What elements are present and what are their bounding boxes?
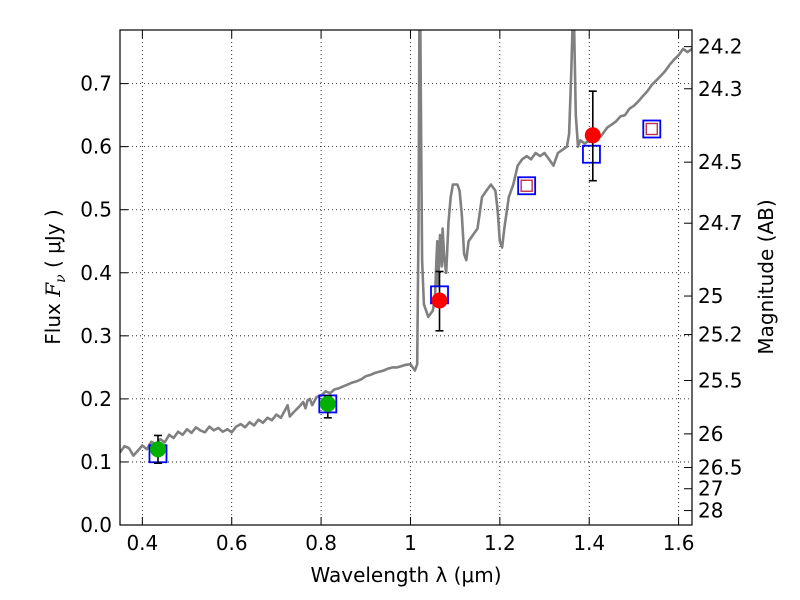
plot-area	[120, 30, 692, 525]
y2-tick-label: 26.5	[698, 455, 743, 479]
y2-tick-label: 27	[698, 477, 723, 501]
y2-tick-label: 26	[698, 422, 723, 446]
observed-flux-point	[149, 441, 166, 458]
marker-layer	[148, 90, 662, 465]
y-tick-label: 0.2	[80, 387, 112, 411]
plot-frame	[119, 29, 693, 526]
observed-flux-point	[431, 292, 448, 309]
y2-tick-label: 24.3	[698, 77, 743, 101]
x-tick-label: 0.6	[216, 531, 248, 555]
y-axis-label-suffix: ( μJy )	[41, 209, 65, 274]
x-tick-label: 0.8	[305, 531, 337, 555]
ticks: 0.4 0.6 0.8 1 1.2 1.4 1.6 0.0 0.1 0.2 0.3 0.4 0.5 0.6…	[80, 30, 743, 555]
y2-tick-label: 25.5	[698, 369, 743, 393]
model-spectrum-line	[120, 30, 692, 457]
x-tick-label: 0.4	[126, 531, 158, 555]
observed-flux-point	[584, 127, 601, 144]
y2-tick-label: 24.5	[698, 150, 743, 174]
model-flux-square	[517, 176, 537, 196]
y-axis-label-prefix: Flux	[41, 297, 65, 345]
y-tick-label: 0.3	[80, 324, 112, 348]
y2-tick-label: 28	[698, 499, 723, 523]
y-axis-label: Flux Fν ( μJy )	[41, 209, 69, 344]
y-axis-label-variable: F	[41, 282, 65, 298]
x-tick-label: 1.2	[484, 531, 516, 555]
y2-tick-label: 25	[698, 284, 723, 308]
y-tick-label: 0.6	[80, 135, 112, 159]
x-tick-label: 1.4	[573, 531, 605, 555]
model-flux-square	[582, 144, 601, 164]
y2-axis-label: Magnitude (AB)	[754, 199, 778, 354]
x-tick-label: 1.6	[663, 531, 695, 555]
y-tick-label: 0.5	[80, 198, 112, 222]
data-layer	[120, 30, 692, 457]
y-tick-label: 0.4	[80, 261, 112, 285]
y-tick-label: 0.0	[80, 513, 112, 537]
x-tick-label: 1	[404, 531, 417, 555]
y2-tick-label: 25.2	[698, 323, 743, 347]
y-axis-label-subscript: ν	[53, 274, 69, 283]
upper-limit-square	[645, 122, 658, 136]
observed-flux-point	[319, 395, 336, 412]
upper-limit-square	[520, 179, 533, 192]
y2-tick-label: 24.7	[698, 211, 743, 235]
y2-tick-label: 24.2	[698, 35, 743, 59]
x-axis-label: Wavelength λ (μm)	[310, 563, 501, 587]
y-tick-label: 0.1	[80, 450, 112, 474]
model-flux-square	[642, 119, 662, 139]
y-tick-label: 0.7	[80, 72, 112, 96]
